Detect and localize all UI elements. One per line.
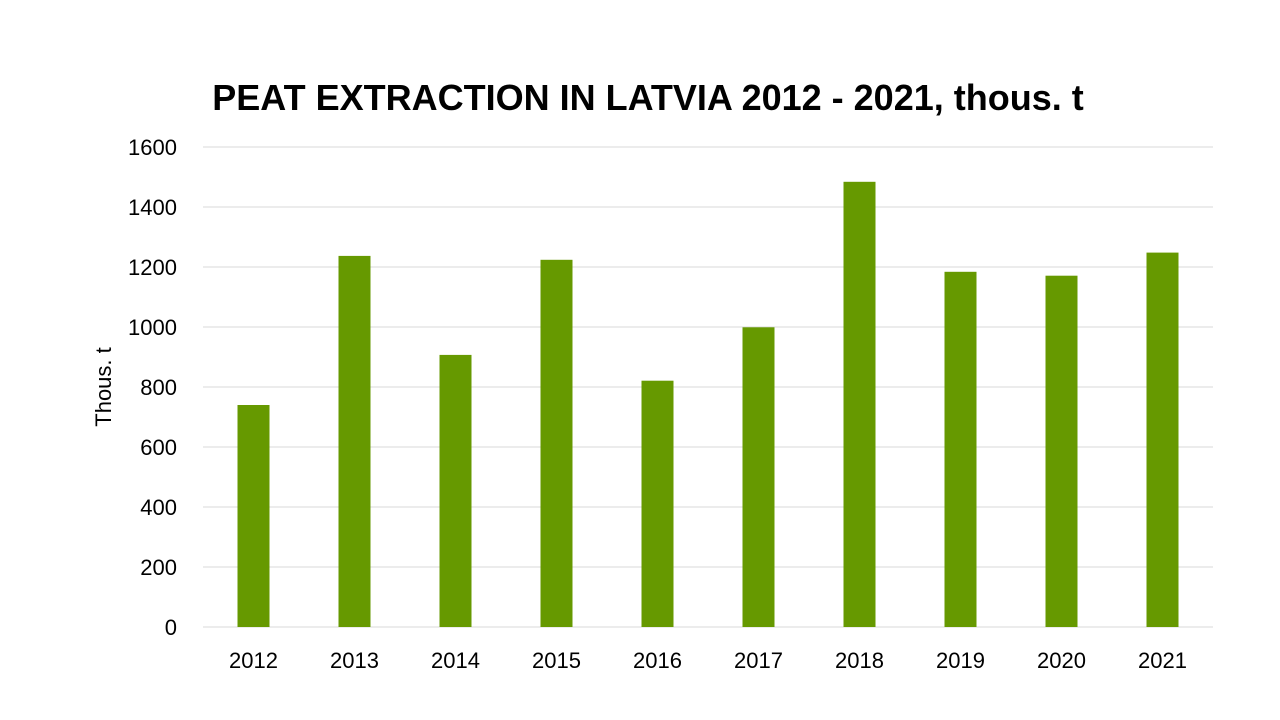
y-tick-label: 1600 bbox=[128, 135, 177, 160]
x-tick-label: 2012 bbox=[229, 648, 278, 673]
y-tick-label: 200 bbox=[140, 555, 177, 580]
y-tick-label: 1200 bbox=[128, 255, 177, 280]
gridlines bbox=[203, 146, 1213, 628]
y-tick-label: 0 bbox=[165, 615, 177, 640]
y-tick-label: 1400 bbox=[128, 195, 177, 220]
bar-2019 bbox=[944, 271, 977, 627]
x-tick-label: 2016 bbox=[633, 648, 682, 673]
bars bbox=[237, 181, 1179, 628]
y-tick-label: 400 bbox=[140, 495, 177, 520]
x-tick-label: 2015 bbox=[532, 648, 581, 673]
x-tick-label: 2019 bbox=[936, 648, 985, 673]
x-tick-label: 2020 bbox=[1037, 648, 1086, 673]
bar-2015 bbox=[540, 259, 573, 627]
x-tick-label: 2018 bbox=[835, 648, 884, 673]
y-tick-label: 600 bbox=[140, 435, 177, 460]
y-tick-label: 1000 bbox=[128, 315, 177, 340]
y-axis-label: Thous. t bbox=[91, 347, 116, 426]
bar-2017 bbox=[742, 327, 775, 627]
bar-2021 bbox=[1146, 252, 1179, 627]
y-tick-label: 800 bbox=[140, 375, 177, 400]
bar-2013 bbox=[338, 255, 371, 627]
bar-2012 bbox=[237, 405, 270, 627]
chart-title: PEAT EXTRACTION IN LATVIA 2012 - 2021, t… bbox=[212, 77, 1084, 118]
x-tick-label: 2017 bbox=[734, 648, 783, 673]
y-axis-tick-labels: 0 200 400 600 800 1000 1200 1400 1600 bbox=[128, 135, 177, 640]
x-axis-tick-labels: 2012 2013 2014 2015 2016 2017 2018 2019 2020 2021 bbox=[229, 648, 1187, 673]
bar-2018 bbox=[843, 181, 876, 628]
bar-2020 bbox=[1045, 275, 1078, 627]
x-tick-label: 2014 bbox=[431, 648, 480, 673]
x-tick-label: 2021 bbox=[1138, 648, 1187, 673]
bar-2016 bbox=[641, 380, 674, 627]
bar-2014 bbox=[439, 354, 472, 627]
x-tick-label: 2013 bbox=[330, 648, 379, 673]
